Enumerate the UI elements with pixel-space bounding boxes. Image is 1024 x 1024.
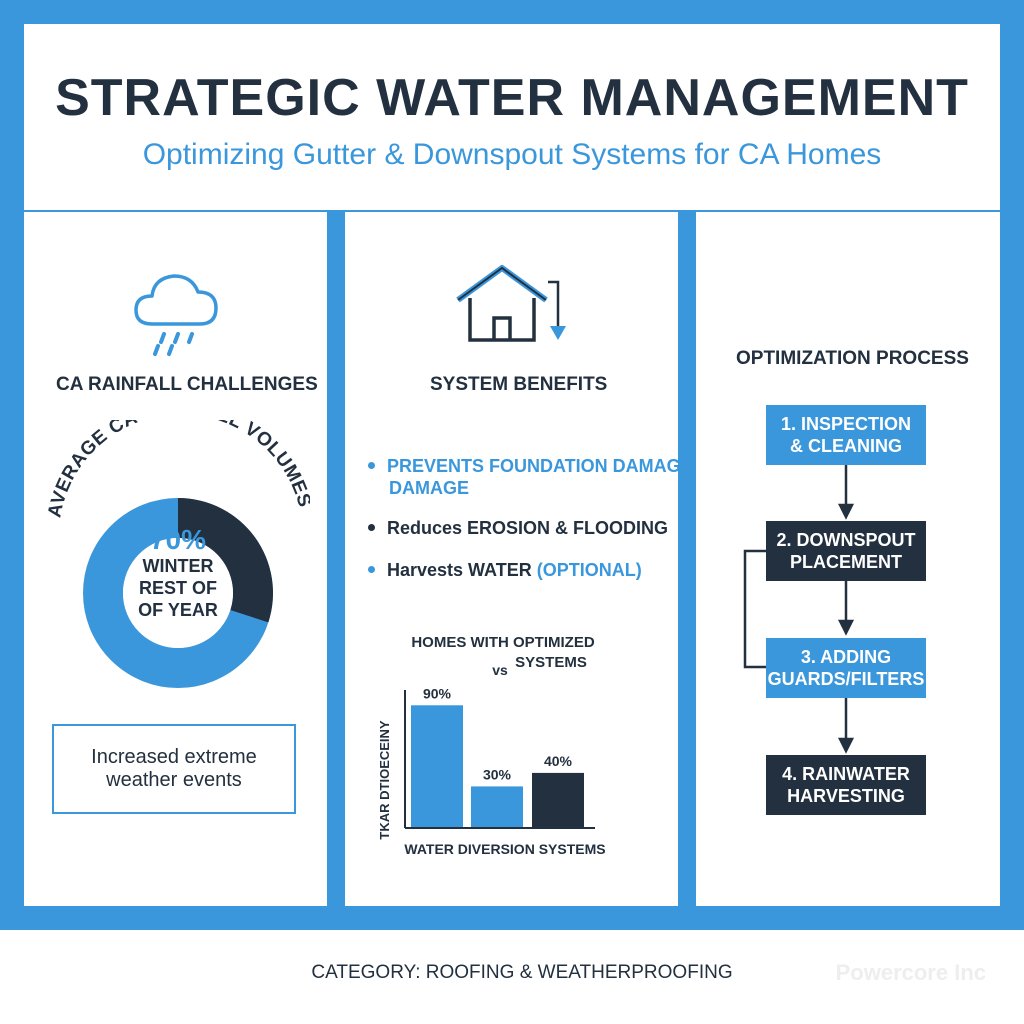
note-line-2: weather events (106, 769, 242, 791)
benefit-harvest-text: Harvests WATER (387, 560, 537, 580)
step-inspection: 1. INSPECTION & CLEANING (766, 405, 926, 465)
process-heading: OPTIMIZATION PROCESS (736, 348, 969, 369)
step-1-line2: & CLEANING (790, 436, 902, 456)
bullet-dot (368, 523, 375, 531)
benefit-harvest: Harvests WATER (OPTIONAL) (368, 560, 642, 581)
process-flow-arrows (743, 465, 855, 754)
benefit-erosion: Reduces EROSION & FLOODING (368, 518, 668, 539)
step-3-line1: 3. ADDING (800, 647, 892, 667)
benefit-harvest-optional: (OPTIONAL) (536, 560, 642, 580)
benefit-erosion-text: Reduces EROSION & FLOODING (387, 518, 669, 538)
benefits-heading: SYSTEM BENEFITS (430, 374, 608, 395)
step-4-line1: 4. RAINWATER (782, 764, 910, 784)
footer-category: CATEGORY: ROOFING & WEATHERPROOFING (311, 962, 733, 983)
header (24, 24, 1000, 210)
chart-title-line2: SYSTEMS (515, 654, 587, 671)
step-2-line1: 2. DOWNSPOUT (776, 530, 916, 550)
chart-bar-1 (411, 705, 463, 827)
page-title: STRATEGIC WATER MANAGEMENT (55, 69, 969, 127)
bullet-dot (368, 461, 375, 469)
benefit-foundation-line1: PREVENTS FOUNDATION DAMAGE (387, 456, 693, 476)
bullet-dot (368, 565, 375, 573)
chart-bar-label-3: 40% (544, 753, 573, 769)
step-3-line2: GUARDS/FILTERS (767, 669, 925, 689)
step-guards: 3. ADDING GUARDS/FILTERS (766, 638, 926, 698)
donut-winter-label: WINTER (142, 556, 214, 576)
donut-rest-label-1: REST OF (138, 578, 217, 598)
chart-bar-label-2: 30% (483, 766, 512, 782)
donut-rest-segment (178, 498, 273, 623)
chart-title-vs: vs (492, 662, 508, 678)
benefit-foundation: PREVENTS FOUNDATION DAMAGE (368, 456, 693, 477)
page-subtitle: Optimizing Gutter & Downspout Systems fo… (142, 138, 882, 171)
chart-ylabel: TKAR DTIOECEINY (377, 720, 392, 840)
chart-bar-2 (471, 786, 523, 827)
chart-xlabel: WATER DIVERSION SYSTEMS (404, 841, 605, 857)
step-2-line2: PLACEMENT (789, 552, 902, 572)
chart-title-line1: HOMES WITH OPTIMIZED (411, 634, 594, 651)
house-downspout-icon (456, 265, 566, 342)
benefit-foundation-cont: DAMAGE (389, 478, 469, 498)
brand-watermark: Powercore Inc (835, 960, 986, 985)
step-harvesting: 4. RAINWATER HARVESTING (766, 755, 926, 815)
rainfall-donut-chart: AVERAGE CA RAINFALL VOLUMES (44, 420, 310, 688)
rainfall-heading: CA RAINFALL CHALLENGES (56, 374, 318, 395)
note-line-1: Increased extreme (91, 746, 257, 768)
step-4-line2: HARVESTING (787, 786, 905, 806)
step-1-line1: 1. INSPECTION (780, 414, 912, 434)
donut-percent: 70% (149, 524, 207, 555)
diversion-bar-chart: HOMES WITH OPTIMIZED vs SYSTEMS TKAR DTI… (377, 634, 606, 857)
rain-cloud-icon (134, 274, 218, 356)
step-downspout: 2. DOWNSPOUT PLACEMENT (766, 521, 926, 581)
extreme-weather-note: Increased extreme weather events (52, 724, 296, 814)
chart-bar-3 (532, 772, 584, 827)
chart-bar-label-1: 90% (423, 685, 452, 701)
donut-rest-label-2: OF YEAR (138, 600, 218, 620)
